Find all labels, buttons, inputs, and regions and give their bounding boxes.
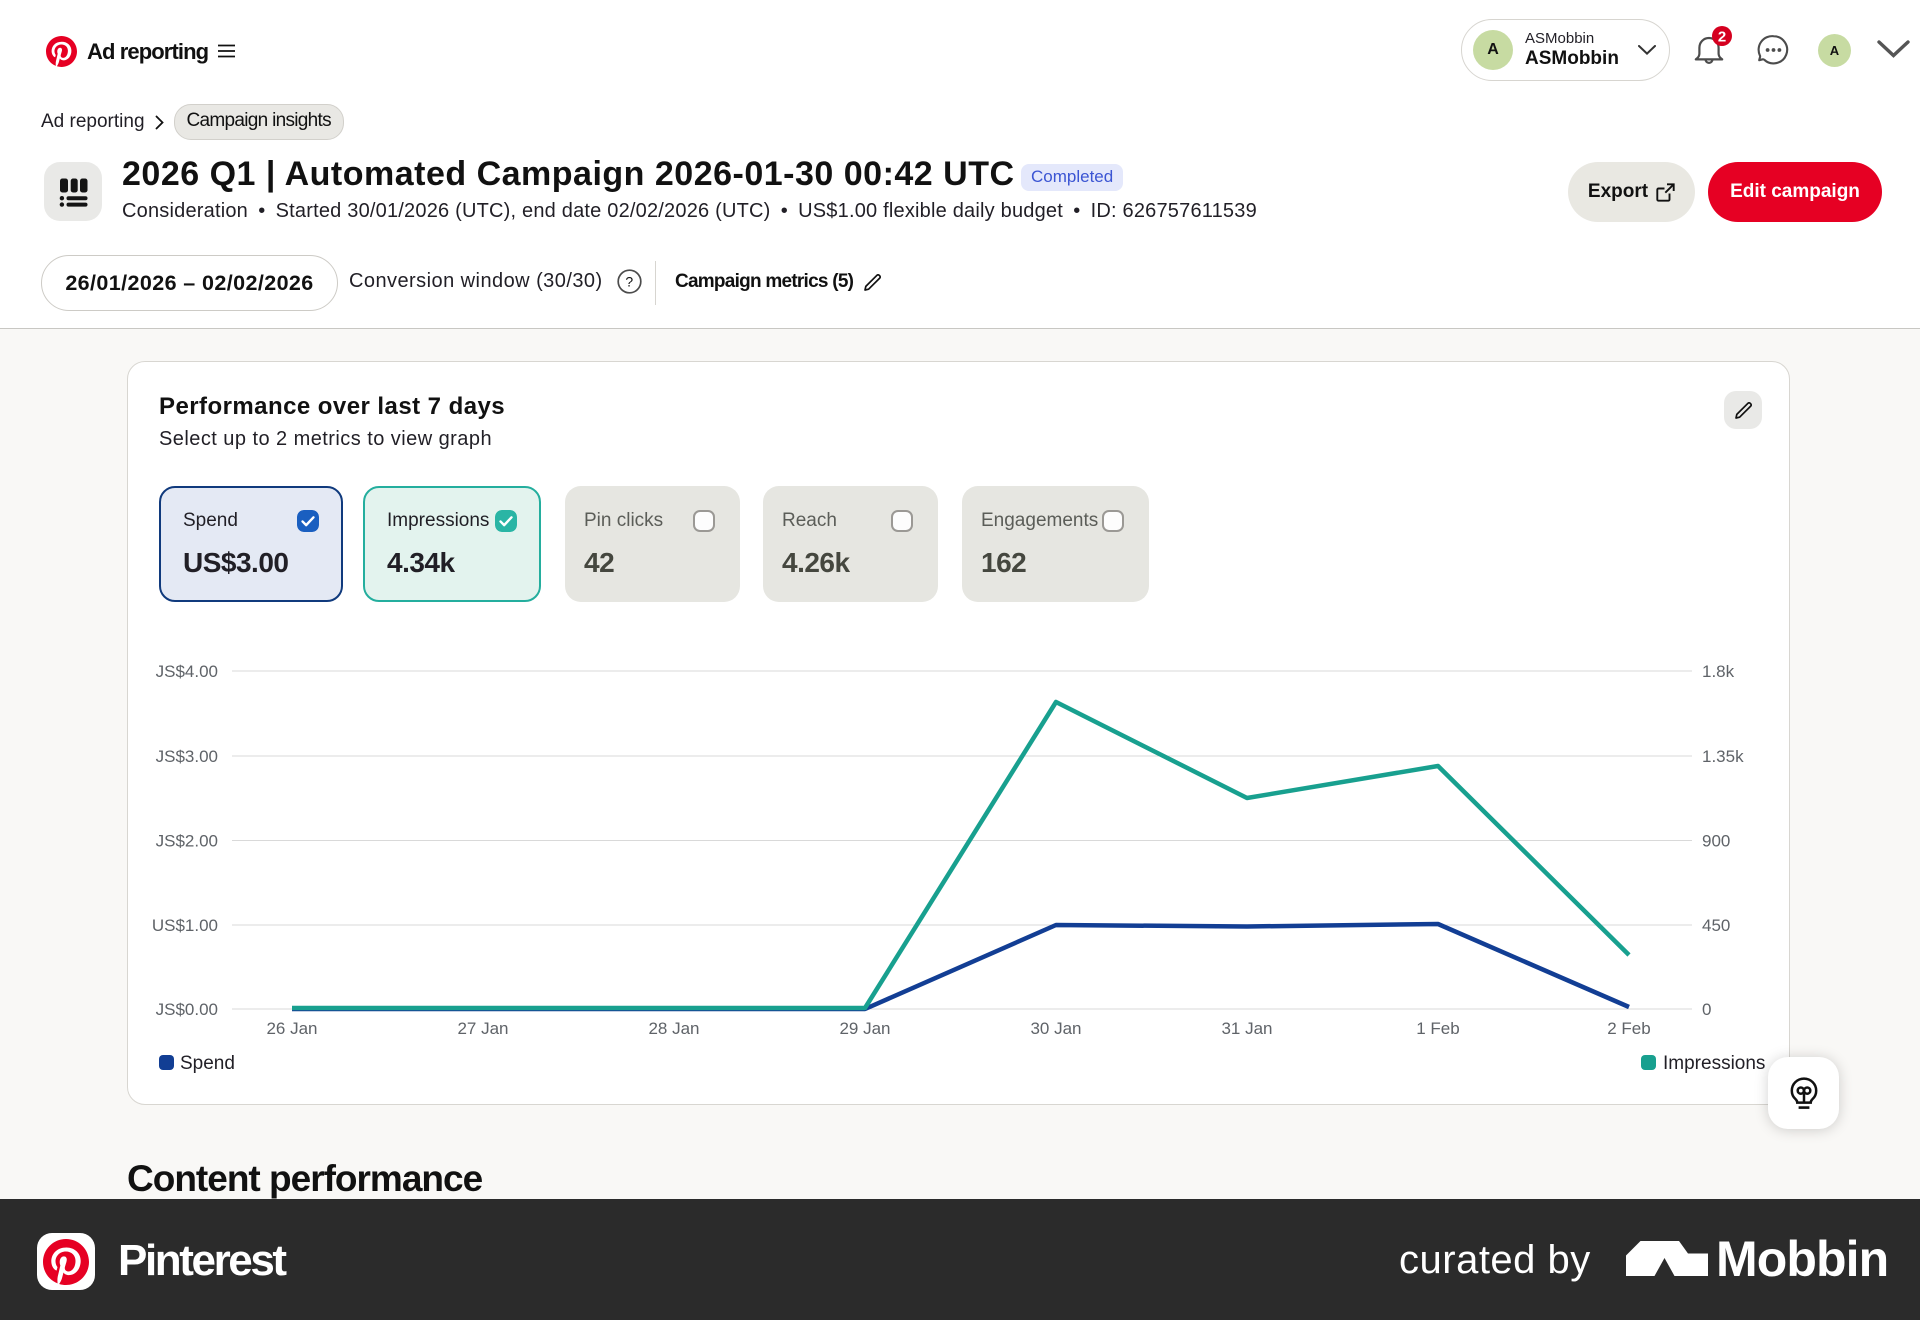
svg-text:1.35k: 1.35k xyxy=(1702,747,1744,766)
svg-text:29 Jan: 29 Jan xyxy=(839,1019,890,1038)
svg-text:27 Jan: 27 Jan xyxy=(457,1019,508,1038)
svg-text:1 Feb: 1 Feb xyxy=(1416,1019,1459,1038)
svg-text:JS$2.00: JS$2.00 xyxy=(156,832,218,851)
svg-text:Impressions: Impressions xyxy=(1663,1053,1765,1074)
svg-text:1.8k: 1.8k xyxy=(1702,662,1735,681)
svg-text:30 Jan: 30 Jan xyxy=(1030,1019,1081,1038)
svg-text:28 Jan: 28 Jan xyxy=(648,1019,699,1038)
svg-text:JS$0.00: JS$0.00 xyxy=(156,1000,218,1019)
svg-text:26 Jan: 26 Jan xyxy=(266,1019,317,1038)
svg-text:2 Feb: 2 Feb xyxy=(1607,1019,1650,1038)
svg-text:31 Jan: 31 Jan xyxy=(1221,1019,1272,1038)
svg-text:2: 2 xyxy=(1718,28,1726,45)
svg-text:?: ? xyxy=(625,273,633,289)
svg-text:900: 900 xyxy=(1702,832,1730,851)
svg-text:0: 0 xyxy=(1702,1000,1711,1019)
svg-text:Spend: Spend xyxy=(180,1053,235,1074)
svg-text:JS$3.00: JS$3.00 xyxy=(156,747,218,766)
svg-text:US$1.00: US$1.00 xyxy=(152,916,218,935)
svg-text:450: 450 xyxy=(1702,916,1730,935)
svg-text:JS$4.00: JS$4.00 xyxy=(156,662,218,681)
